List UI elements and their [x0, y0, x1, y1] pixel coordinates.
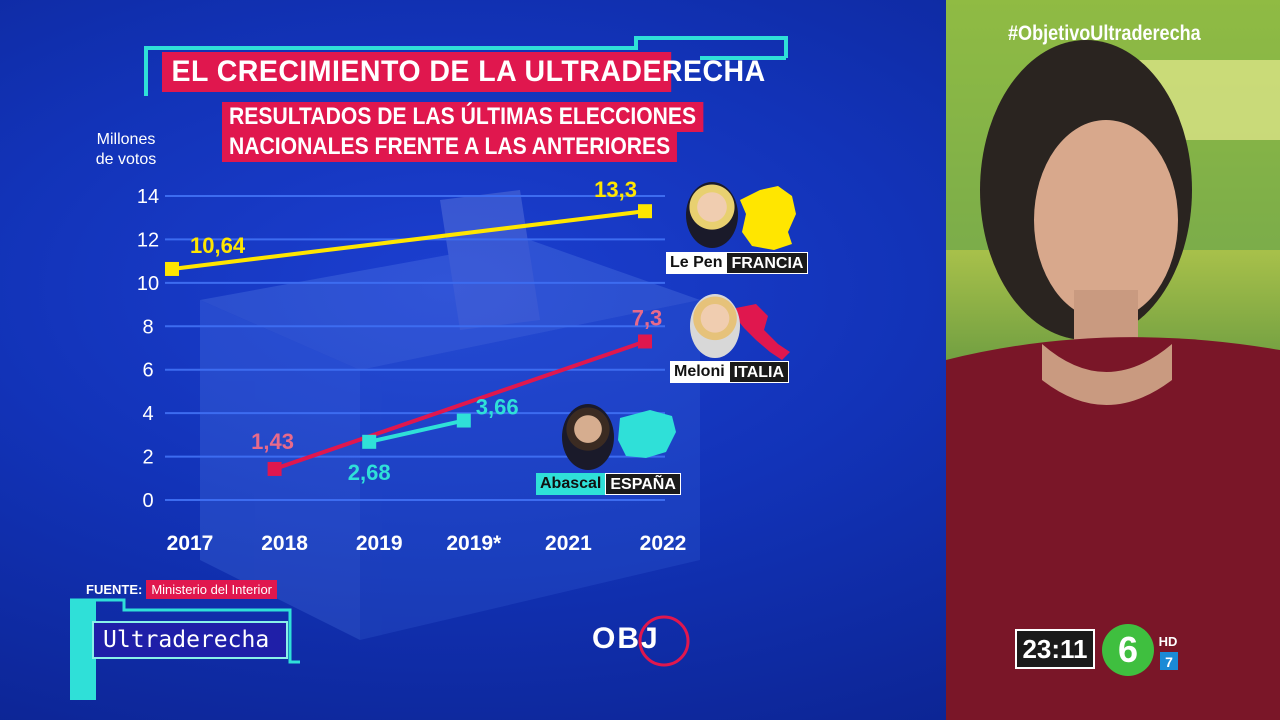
x-tick-label: 2019	[356, 532, 403, 555]
topic-frame	[70, 598, 300, 664]
y-tick-label: 12	[137, 229, 159, 251]
tag-name: Le Pen	[666, 252, 727, 274]
data-point	[638, 334, 652, 349]
data-label: 7,3	[632, 305, 663, 330]
data-label: 10,64	[190, 233, 246, 258]
y-axis-label-line2: de votos	[95, 151, 157, 168]
tag-country: FRANCIA	[726, 252, 809, 274]
presenter-figure	[946, 0, 1280, 720]
data-point	[456, 413, 471, 428]
x-tick-label: 2019*	[446, 532, 502, 555]
chart-title: EL CRECIMIENTO DE LA ULTRADERECHA	[162, 52, 765, 92]
tag-abascal-espana: Abascal ESPAÑA	[536, 473, 681, 495]
channel-hd: HD	[1159, 634, 1178, 649]
hashtag: #ObjetivoUltraderecha	[1008, 22, 1201, 45]
data-point	[267, 461, 282, 476]
y-tick-label: 6	[142, 360, 153, 382]
italy-map-icon	[736, 304, 790, 360]
y-tick-label: 10	[137, 273, 159, 295]
y-tick-label: 8	[142, 316, 153, 338]
chart-subtitle-line2: NACIONALES FRENTE A LAS ANTERIORES	[222, 132, 678, 162]
tag-name: Meloni	[670, 361, 729, 383]
y-tick-label: 0	[142, 490, 153, 512]
data-label: 3,66	[476, 395, 519, 420]
source-label: FUENTE:	[86, 582, 143, 597]
y-axis-label-line1: Millones	[96, 131, 156, 148]
channel-logo: 6 HD 7	[1098, 612, 1188, 687]
source: FUENTE: Ministerio del Interior	[86, 580, 277, 599]
tag-name: Abascal	[536, 473, 606, 495]
meloni-portrait	[690, 294, 740, 358]
chart-subtitle-line1: RESULTADOS DE LAS ÚLTIMAS ELECCIONES	[222, 102, 704, 132]
title-frame	[144, 36, 788, 96]
le-pen-portrait	[686, 182, 738, 248]
abascal-portrait	[562, 404, 614, 470]
spain-map-icon	[618, 410, 676, 458]
tag-lepen-francia: Le Pen FRANCIA	[666, 252, 809, 274]
tag-country: ESPAÑA	[605, 473, 681, 495]
topic-accent	[70, 600, 96, 700]
presenter-video	[946, 0, 1280, 720]
y-axis-label: Millones de votos	[86, 130, 166, 170]
data-point	[362, 434, 377, 449]
y-tick-label: 2	[142, 447, 153, 469]
y-tick-label: 14	[137, 186, 159, 208]
clock: 23:11	[1015, 629, 1095, 669]
data-label: 1,43	[251, 429, 294, 454]
obj-logo-ring	[638, 615, 690, 667]
obj-logo: OBJ	[592, 622, 660, 655]
data-point	[165, 261, 179, 276]
source-name: Ministerio del Interior	[146, 580, 277, 599]
x-tick-label: 2018	[261, 532, 308, 555]
tag-country: ITALIA	[728, 361, 790, 383]
channel-sub: 7	[1165, 654, 1173, 670]
x-tick-label: 2021	[545, 532, 592, 555]
x-tick-label: 2022	[640, 532, 687, 555]
data-label: 2,68	[348, 460, 391, 485]
series-line	[273, 339, 646, 471]
data-label: 13,3	[594, 177, 637, 202]
channel-number: 6	[1118, 629, 1138, 670]
y-tick-label: 4	[142, 403, 153, 425]
data-point	[638, 204, 652, 219]
tag-meloni-italia: Meloni ITALIA	[670, 361, 790, 383]
series-line	[368, 418, 465, 444]
chart-svg: 0 2 4 6 8 10 12 14 2017 2018 2019 2019* 2021 2022 10…	[70, 36, 796, 700]
x-tick-label: 2017	[167, 532, 214, 555]
france-map-icon	[740, 186, 796, 250]
topic-label: Ultraderecha	[92, 621, 288, 659]
series-line	[171, 209, 646, 271]
